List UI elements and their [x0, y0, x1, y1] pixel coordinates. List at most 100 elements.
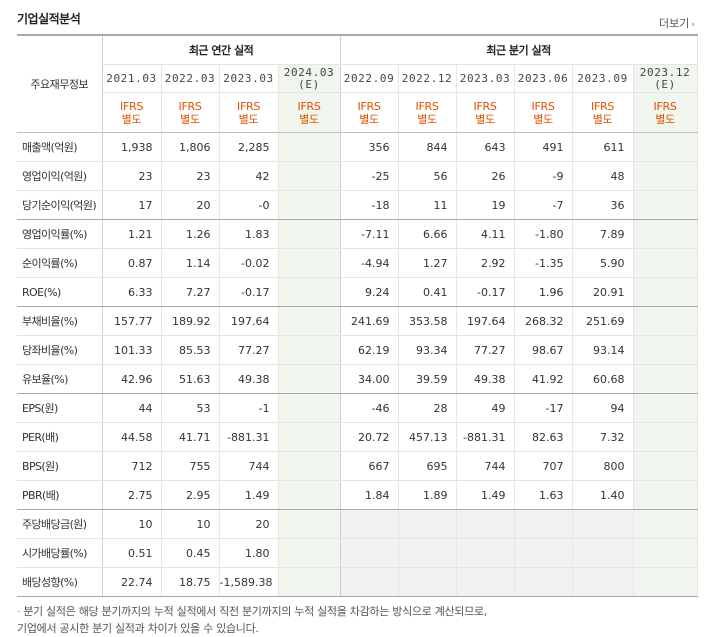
table-cell: 7.89 — [572, 219, 634, 249]
table-cell: 98.67 — [514, 335, 573, 365]
row-label: 영업이익률(%) — [17, 219, 103, 249]
row-label: 부채비율(%) — [17, 306, 103, 336]
table-row: ROE(%) 6.33 7.27 -0.17 9.24 0.41 -0.17 1.96 20.9… — [17, 277, 698, 307]
table-cell — [633, 567, 698, 597]
table-cell: -9 — [514, 161, 573, 191]
ifrs-label: IFRS — [120, 99, 143, 113]
row-label: BPS(원) — [17, 451, 103, 481]
table-row: 매출액(억원) 1,938 1,806 2,285 356 844 643 491 611 — [17, 132, 698, 162]
ifrs-header: IFRS 별도 — [514, 92, 573, 133]
table-cell — [514, 509, 573, 539]
table-cell: 20 — [219, 509, 279, 539]
table-cell — [278, 277, 341, 307]
table-cell: 60.68 — [572, 364, 634, 394]
row-label: ROE(%) — [17, 277, 103, 307]
ifrs-label: IFRS — [357, 99, 381, 113]
table-cell — [278, 132, 341, 162]
table-cell: 5.90 — [572, 248, 634, 278]
table-cell: 0.51 — [102, 538, 162, 568]
period-header: 2022.12 — [398, 64, 457, 93]
table-cell: 28 — [398, 393, 457, 423]
table-row: PER(배) 44.58 41.71 -881.31 20.72 457.13 -881.3… — [17, 422, 698, 452]
table-cell: 800 — [572, 451, 634, 481]
period-label: 2023.03 — [223, 71, 274, 85]
row-label: 유보율(%) — [17, 364, 103, 394]
table-cell — [633, 161, 698, 191]
table-cell: 1.26 — [161, 219, 220, 249]
table-cell: 1.63 — [514, 480, 573, 510]
table-cell: -1,589.38 — [219, 567, 279, 597]
table-cell: 22.74 — [102, 567, 162, 597]
table-cell: 712 — [102, 451, 162, 481]
table-cell: 744 — [219, 451, 279, 481]
period-label: 2024.03 — [283, 65, 335, 79]
table-cell: 56 — [398, 161, 457, 191]
table-cell: 23 — [161, 161, 220, 191]
period-label: 2022.03 — [164, 71, 216, 85]
period-header: 2021.03 — [102, 64, 162, 93]
period-label: 2022.09 — [343, 71, 395, 85]
table-cell: 1.49 — [219, 480, 279, 510]
ifrs-type: 별도 — [655, 112, 675, 126]
ifrs-label: IFRS — [473, 99, 497, 113]
row-label: 매출액(억원) — [17, 132, 103, 162]
table-cell: 9.24 — [340, 277, 399, 307]
table-cell: -881.31 — [456, 422, 515, 452]
row-label: 주당배당금(원) — [17, 509, 103, 539]
table-row: 당좌비율(%) 101.33 85.53 77.27 62.19 93.34 77.27 98… — [17, 335, 698, 365]
table-cell: 39.59 — [398, 364, 457, 394]
row-label: 영업이익(억원) — [17, 161, 103, 191]
table-cell: 82.63 — [514, 422, 573, 452]
ifrs-header: IFRS 별도 — [219, 92, 279, 133]
row-label: PER(배) — [17, 422, 103, 452]
section-title: 기업실적분석 — [17, 12, 81, 26]
table-cell: 20.72 — [340, 422, 399, 452]
table-cell: -7 — [514, 190, 573, 220]
period-header: 2024.03 (E) — [278, 64, 341, 93]
table-cell: 457.13 — [398, 422, 457, 452]
table-cell — [278, 335, 341, 365]
table-cell: 85.53 — [161, 335, 220, 365]
table-cell: 51.63 — [161, 364, 220, 394]
ifrs-label: IFRS — [531, 99, 555, 113]
table-cell: 2.95 — [161, 480, 220, 510]
label-column-header: 주요재무정보 — [17, 34, 103, 133]
table-cell — [633, 277, 698, 307]
table-cell: 197.64 — [219, 306, 279, 336]
table-cell: 48 — [572, 161, 634, 191]
period-label: 2023.12 — [639, 65, 691, 79]
table-cell: 268.32 — [514, 306, 573, 336]
table-cell — [278, 393, 341, 423]
table-cell — [340, 538, 399, 568]
table-cell — [456, 538, 515, 568]
table-cell: 611 — [572, 132, 634, 162]
ifrs-type: 별도 — [359, 112, 379, 126]
ifrs-type: 별도 — [180, 112, 200, 126]
table-cell: 34.00 — [340, 364, 399, 394]
period-label: 2023.09 — [577, 71, 628, 85]
table-cell: 1,938 — [102, 132, 162, 162]
table-cell: 491 — [514, 132, 573, 162]
ifrs-header: IFRS 별도 — [278, 92, 341, 133]
table-cell: 7.32 — [572, 422, 634, 452]
ifrs-header: IFRS 별도 — [102, 92, 162, 133]
ifrs-type: 별도 — [238, 112, 259, 126]
table-cell — [278, 306, 341, 336]
table-cell — [633, 480, 698, 510]
table-cell: 20.91 — [572, 277, 634, 307]
table-cell — [278, 480, 341, 510]
table-cell: 49.38 — [456, 364, 515, 394]
table-row: 당기순이익(억원) 17 20 -0 -18 11 19 -7 36 — [17, 190, 698, 220]
table-cell — [278, 451, 341, 481]
table-cell: 1.84 — [340, 480, 399, 510]
row-label: 배당성향(%) — [17, 567, 103, 597]
row-label: 당좌비율(%) — [17, 335, 103, 365]
table-cell: 44.58 — [102, 422, 162, 452]
more-link[interactable]: 더보기 › — [659, 15, 695, 31]
table-cell: 11 — [398, 190, 457, 220]
table-cell: 7.27 — [161, 277, 220, 307]
table-cell: -0.17 — [219, 277, 279, 307]
estimate-mark: (E) — [654, 77, 676, 91]
ifrs-type: 별도 — [417, 112, 437, 126]
